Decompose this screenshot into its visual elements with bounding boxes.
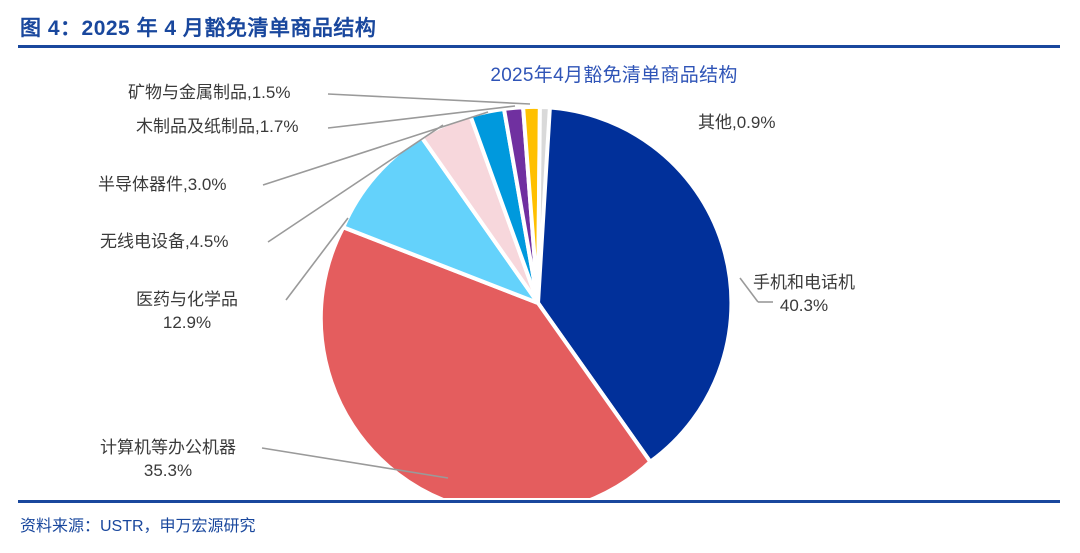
leader-lines	[261, 93, 773, 479]
slice-label-semiconductors: 半导体器件,3.0%	[98, 174, 226, 197]
chart-area: 2025年4月豁免清单商品结构	[18, 50, 1060, 498]
slice-label-minerals-metals: 矿物与金属制品,1.5%	[128, 82, 290, 105]
chart-title: 2025年4月豁免清单商品结构	[18, 60, 1060, 87]
chart-title-text: 2025年4月豁免清单商品结构	[490, 65, 738, 86]
slice-label-others: 其他,0.9%	[698, 112, 775, 135]
slice-label-phones: 手机和电话机 40.3%	[753, 272, 855, 318]
slice-label-pharma-chemicals-name: 医药与化学品	[136, 290, 238, 309]
slice-label-radio-equipment: 无线电设备,4.5%	[100, 231, 228, 254]
slice-label-minerals-metals-text: 矿物与金属制品,1.5%	[128, 83, 291, 102]
slice-label-semiconductors-text: 半导体器件,3.0%	[98, 175, 227, 194]
slice-label-computers: 计算机等办公机器 35.3%	[100, 437, 236, 483]
slice-label-pharma-chemicals: 医药与化学品 12.9%	[136, 289, 238, 335]
pie-slices	[318, 104, 734, 498]
pie-slice-phones[interactable]	[536, 104, 734, 465]
leader-line-phones	[739, 277, 759, 303]
pie-slice-computers[interactable]	[318, 224, 653, 498]
title-divider	[18, 45, 1060, 48]
page-title: 图 4：2025 年 4 月豁免清单商品结构	[20, 17, 377, 40]
slice-label-wood-paper-text: 木制品及纸制品,1.7%	[136, 117, 299, 136]
source-note: 资料来源：USTR，申万宏源研究	[20, 518, 256, 535]
slice-label-computers-value: 35.3%	[143, 460, 193, 480]
slice-label-others-text: 其他,0.9%	[698, 113, 776, 132]
leader-line-semiconductors	[262, 111, 489, 186]
pie-slice-others[interactable]	[536, 104, 553, 304]
slice-label-pharma-chemicals-value: 12.9%	[162, 312, 212, 332]
leader-line-radio-equipment	[267, 124, 444, 243]
slice-label-wood-paper: 木制品及纸制品,1.7%	[136, 116, 298, 139]
slice-label-phones-value: 40.3%	[779, 295, 829, 315]
source-divider	[18, 500, 1060, 503]
slice-label-computers-name: 计算机等办公机器	[100, 438, 236, 457]
leader-line-pharma-chemicals	[285, 217, 349, 301]
leader-line-wood-paper	[327, 105, 516, 129]
slice-label-radio-equipment-text: 无线电设备,4.5%	[100, 232, 229, 251]
leader-line-minerals-metals	[327, 93, 531, 105]
pie-chart	[261, 93, 773, 498]
slice-label-phones-name: 手机和电话机	[753, 273, 855, 292]
leader-line-computers	[261, 447, 449, 479]
